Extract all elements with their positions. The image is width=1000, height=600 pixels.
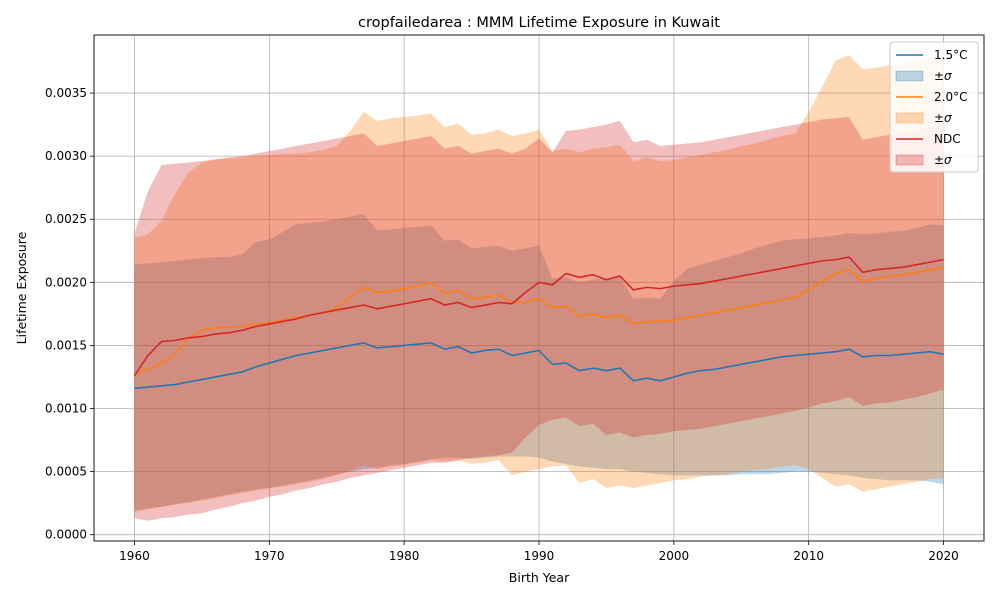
legend-band-swatch [895, 112, 924, 124]
y-tick-label: 0.0005 [45, 465, 87, 479]
y-axis-ticks: 0.0000 0.0005 0.0010 0.0015 0.0020 0.0025 0.00… [45, 86, 94, 542]
legend-label: 2.0°C [934, 90, 967, 104]
x-tick-label: 1970 [254, 549, 285, 563]
x-tick-label: 2010 [793, 549, 824, 563]
y-tick-label: 0.0020 [45, 275, 87, 289]
legend-band-label: ±σ [934, 69, 952, 83]
legend-band-swatch [895, 154, 924, 166]
legend-band-swatch [895, 70, 924, 82]
chart-title: cropfailedarea : MMM Lifetime Exposure i… [358, 15, 720, 31]
series-lines [133, 256, 944, 390]
y-tick-label: 0.0000 [45, 528, 87, 542]
legend: 1.5°C ±σ 2.0°C ±σ NDC ±σ [889, 41, 979, 173]
grid-lines [94, 35, 984, 541]
legend-label: NDC [934, 132, 961, 146]
x-tick-label: 1990 [524, 549, 555, 563]
line-ndc [133, 256, 944, 377]
legend-band-label: ±σ [934, 111, 952, 125]
y-tick-label: 0.0010 [45, 402, 87, 416]
x-axis-label: Birth Year [509, 570, 570, 585]
y-tick-label: 0.0015 [45, 338, 87, 352]
band-ndc [134, 117, 944, 521]
legend-label: 1.5°C [934, 48, 967, 62]
x-axis-ticks: 1960 1970 1980 1990 2000 2010 2020 [119, 541, 959, 563]
x-tick-label: 2020 [928, 549, 959, 563]
band-2-0-c [134, 55, 944, 512]
x-tick-label: 1960 [119, 549, 150, 563]
y-axis-label: Lifetime Exposure [14, 231, 29, 344]
y-tick-label: 0.0030 [45, 149, 87, 163]
line-2-0-c [134, 266, 944, 374]
y-tick-label: 0.0025 [45, 212, 87, 226]
uncertainty-bands [134, 55, 944, 521]
band-1-5-c [134, 214, 944, 511]
line-1-5-c [134, 342, 944, 390]
x-tick-label: 2000 [659, 549, 690, 563]
x-tick-label: 1980 [389, 549, 420, 563]
legend-band-label: ±σ [934, 153, 952, 167]
y-tick-label: 0.0035 [45, 86, 87, 100]
